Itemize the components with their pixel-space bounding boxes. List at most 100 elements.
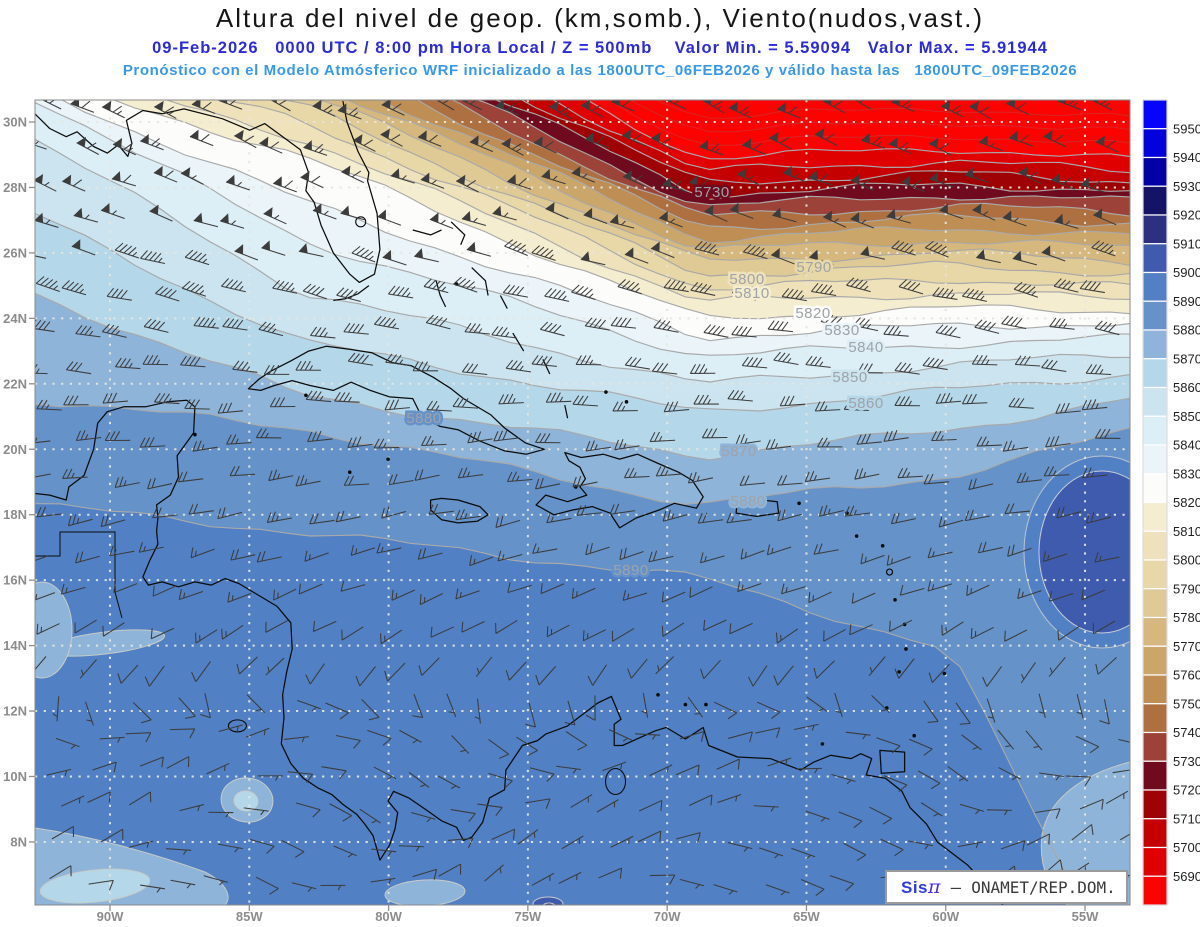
wind-barb [617,279,642,295]
colorbar-tick-label: 5900 [1173,265,1200,280]
wind-barb [781,583,806,595]
wind-barb [545,202,569,220]
wind-barb [850,212,875,229]
colorbar-tick-label: 5800 [1173,553,1200,568]
wind-barb [759,847,784,859]
colorbar-tick-label: 5750 [1173,696,1200,711]
wind-barb [49,865,72,880]
lake-maracaibo [604,767,627,796]
wind-barb [382,249,407,266]
colorbar-segment [1142,875,1168,906]
wind-barb [169,728,196,739]
wind-barb [100,828,124,843]
island-dot [797,501,801,506]
wind-barb [1081,399,1108,411]
wind-barb [377,209,402,226]
wind-barb [540,583,565,595]
lat-label: 8N [10,834,27,849]
colorbar-segment [1142,501,1168,532]
wind-barb [193,212,219,228]
wind-barb [611,100,635,112]
wind-barb [813,660,835,679]
wind-barb [808,591,832,604]
colorbar: 5950 5940 5930 5920 5910 5900 5890 5880 5870 5860… [1142,99,1200,906]
wind-barb [190,547,215,559]
wind-barb [701,428,728,439]
island-dot [683,702,688,707]
wind-barb [195,629,218,644]
wind-barb [890,512,916,525]
wind-barb [649,764,673,776]
wind-barb [438,863,462,877]
wind-barb [297,699,321,712]
wind-barb [580,251,606,266]
wind-barb [304,550,329,562]
wind-barb [1056,506,1082,519]
wind-barb [809,249,834,265]
wind-barb [662,176,687,193]
colorbar-tick-label: 5700 [1173,840,1200,855]
wind-barb [128,791,152,806]
wind-barb [1020,662,1036,684]
wind-barb [234,129,257,149]
wind-barb [572,475,598,488]
wind-barb [426,400,452,412]
wind-barb [854,468,880,480]
wind-barb [823,628,847,642]
contour-line-5800 [223,100,1130,291]
wind-barb [63,395,89,406]
wind-barb [886,208,911,224]
wind-barb [507,582,532,594]
lake-nicaragua [227,719,247,733]
wind-barb [587,664,608,686]
wind-barb [493,430,519,442]
wind-barb [507,174,532,190]
wind-barb [702,100,725,114]
wind-barb [334,391,360,403]
wind-barb [938,516,964,528]
wind-barb [635,733,661,740]
wind-barb [739,475,766,486]
wind-barb [166,848,192,855]
wind-barb [461,363,488,375]
wind-barb [495,515,521,528]
wind-barb [650,241,675,259]
wind-barb [800,879,825,896]
shading-patches [35,455,1130,905]
wind-barb [857,363,883,374]
wind-barb [609,503,636,515]
wind-barb [320,884,346,891]
wind-barb [203,875,229,886]
wind-barb [140,884,165,893]
wind-barb [429,212,454,229]
wind-barb [367,729,392,746]
lon-label: 70W [654,909,681,924]
wind-barb [1002,210,1027,227]
colorbar-segment [1142,559,1168,590]
wind-barb [820,313,846,329]
colorbar-segment [1142,645,1168,676]
wind-barb [502,284,528,298]
wind-barb [461,211,487,227]
colorbar-tick-label: 5840 [1173,438,1200,453]
contour-line-5850 [35,138,1130,383]
colorbar-tick-label: 5720 [1173,783,1200,798]
wind-barb [961,393,988,405]
pi-logo-glyph: π [928,876,941,898]
coastline [735,497,780,518]
wind-barb [117,664,139,684]
wind-barb [756,701,781,719]
wind-barb [726,512,752,524]
wind-barb [729,202,754,219]
wind-barb [796,767,822,774]
wind-barb [1042,551,1068,563]
wind-barb [1035,808,1061,819]
wind-barb [452,397,478,409]
wind-barb [501,137,524,156]
wind-barb [920,802,943,817]
wind-barb [467,431,493,444]
wind-barb [777,102,801,119]
wind-barb [585,543,610,556]
wind-barb [114,357,141,370]
wind-barb [765,884,790,896]
